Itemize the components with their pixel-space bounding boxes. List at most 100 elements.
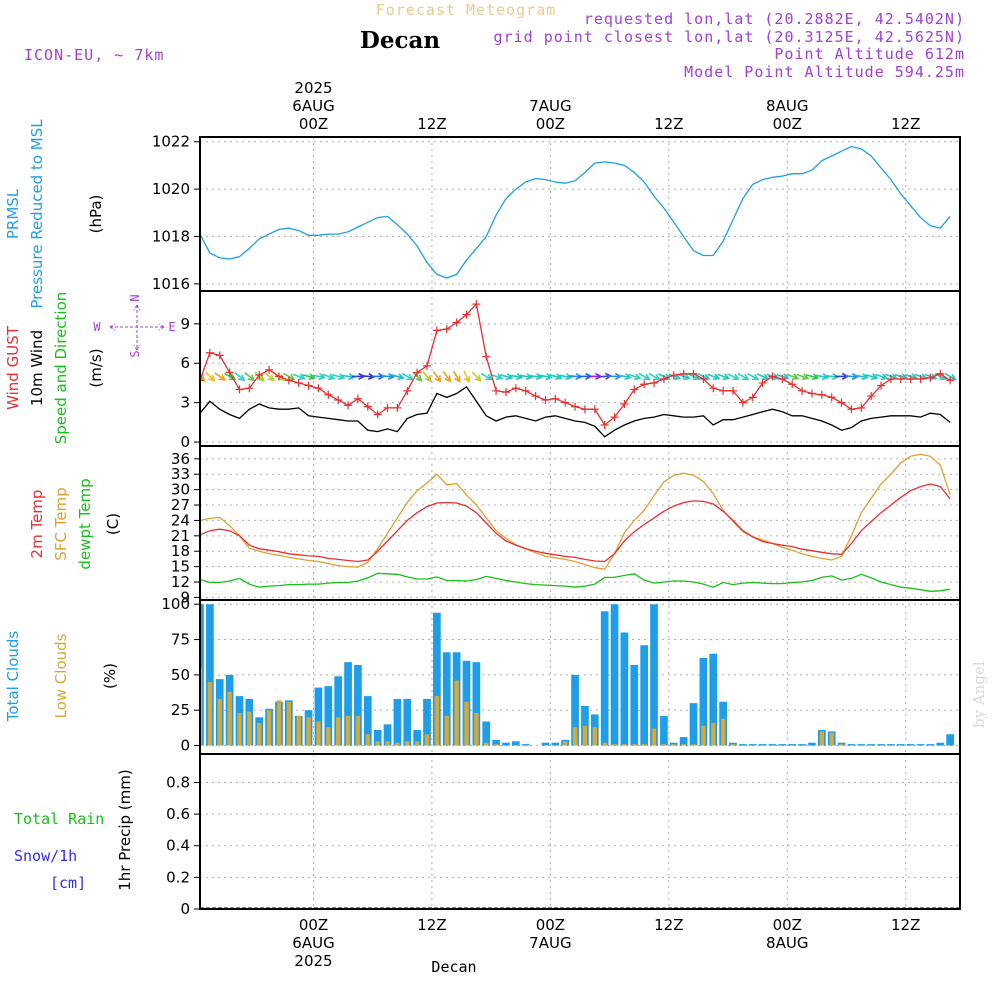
total-cloud-bar	[630, 664, 639, 746]
total-cloud-bar	[808, 742, 816, 746]
total-cloud-bar	[502, 742, 510, 746]
wind-arrow	[263, 371, 275, 382]
point-altitude: Point Altitude 612m	[774, 45, 965, 63]
low-cloud-bar	[247, 711, 252, 746]
gust-marker	[728, 386, 737, 395]
wind-arrow-shaft	[845, 375, 858, 378]
credit-watermark: by Angel	[970, 661, 988, 728]
gust-marker	[788, 380, 797, 389]
wind-arrow-head	[949, 373, 957, 381]
gust-marker	[896, 375, 905, 384]
wind-arrow-shaft	[205, 371, 215, 382]
gust-marker	[620, 399, 629, 408]
bottom-time-label: 6AUG	[292, 934, 334, 952]
wind-arrow	[490, 373, 504, 381]
wind-arrow-shaft	[618, 374, 631, 379]
wind-arrow-head	[348, 373, 356, 381]
gust-marker	[699, 375, 708, 384]
gust-marker	[294, 378, 303, 387]
gust-marker	[413, 368, 422, 377]
total-cloud-bar	[363, 696, 372, 746]
gust-marker	[837, 398, 846, 407]
low-cloud-bar	[296, 715, 301, 746]
total-cloud-bar	[887, 744, 895, 746]
top-time-label: 00Z	[299, 115, 328, 133]
wind-arrow-head	[463, 375, 471, 384]
gust-marker	[363, 402, 372, 411]
wind-arrow-shaft	[490, 373, 503, 380]
low-cloud-bar	[474, 713, 479, 746]
low-cloud-bar	[651, 728, 657, 746]
total-cloud-bar	[206, 604, 214, 746]
gust-marker	[798, 386, 807, 395]
wind-arrow-head	[712, 373, 721, 381]
gridpoint-coords: grid point closest lon,lat (20.3125E, 42…	[494, 28, 965, 46]
precip-legend-0: Total Rain	[14, 810, 104, 828]
gust-marker	[383, 403, 392, 412]
wind-arrow	[539, 373, 554, 381]
low-cloud-bar	[720, 718, 726, 746]
low-cloud-bar	[200, 667, 203, 746]
y-tick-label: 15	[171, 558, 190, 576]
wind-panel: 0 3 6 9 Wind GUST 10m Wind Speed and Direction…	[4, 290, 961, 451]
top-time-label: 12Z	[891, 115, 920, 133]
gust-marker	[946, 376, 955, 385]
y-tick-label: 36	[171, 450, 190, 468]
wind-arrow	[292, 373, 306, 381]
total-cloud-bar	[472, 662, 481, 746]
total-cloud-bar	[847, 744, 856, 746]
total-cloud-bar	[324, 686, 333, 746]
total-cloud-bar	[600, 611, 609, 746]
wind-arrow-shaft	[796, 373, 808, 380]
wind-arrow	[756, 373, 770, 381]
low-cloud-bar	[355, 715, 361, 746]
gust-marker	[571, 402, 580, 411]
wind-arrow-shaft	[519, 374, 532, 379]
clouds-border	[199, 599, 961, 755]
y-tick-label: 30	[171, 481, 190, 499]
wind-arrow-head	[929, 373, 938, 381]
gust-marker	[758, 378, 767, 387]
gust-marker	[551, 394, 560, 403]
top-time-label: 00Z	[536, 115, 565, 133]
wind-arrow	[747, 372, 760, 381]
total-cloud-bar	[798, 744, 806, 746]
wind-arrow	[302, 373, 316, 381]
wind-arrow-head	[485, 373, 493, 381]
axis-label-temperature-1: SFC Temp	[52, 487, 70, 560]
gust-marker	[650, 378, 659, 387]
total-cloud-bar	[492, 739, 500, 746]
bottom-time-label: 12Z	[654, 916, 683, 934]
low-cloud-bar	[464, 701, 469, 746]
gust-marker	[847, 405, 856, 414]
gust-marker	[373, 410, 382, 419]
wind-arrow-shaft	[815, 374, 828, 379]
axis-label-precip-0: 1hr Precip (mm)	[116, 769, 134, 890]
low-cloud-bar	[365, 734, 370, 746]
wind-arrow-shaft	[539, 374, 552, 379]
gust-marker	[827, 393, 836, 402]
wind-arrow-head	[811, 373, 820, 381]
bottom-time-label: 00Z	[299, 916, 328, 934]
total-cloud-bar	[551, 742, 560, 746]
gust-marker	[265, 365, 274, 374]
low-cloud-bar	[414, 741, 420, 746]
gust-marker	[462, 310, 471, 319]
wind-arrow	[707, 373, 721, 381]
total-cloud-bar	[877, 744, 885, 746]
wind-arrow	[717, 373, 731, 381]
wind-arrow-head	[327, 373, 336, 381]
wind-arrow	[509, 373, 524, 381]
wind-arrow-head	[415, 374, 423, 382]
gust-marker	[669, 371, 678, 380]
wind-arrow	[638, 372, 651, 381]
wind-arrow-head	[751, 373, 760, 381]
gust-marker	[521, 386, 530, 395]
wind-arrow-shaft	[480, 372, 492, 381]
wind-arrow-shaft	[322, 373, 335, 380]
gust-marker	[324, 390, 333, 399]
wind-arrow-shaft	[717, 373, 730, 380]
wind-arrow-head	[308, 373, 316, 381]
wind-arrow-head	[444, 375, 452, 383]
